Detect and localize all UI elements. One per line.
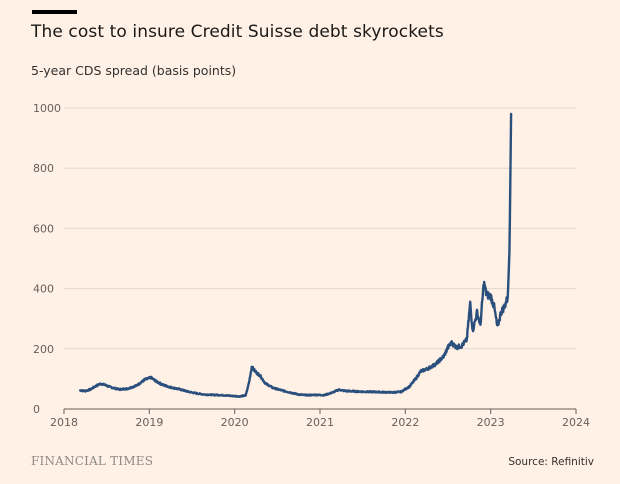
source-note: Source: Refinitiv (508, 456, 594, 468)
x-tick-label-2024: 2024 (562, 416, 590, 429)
x-tick-label-2022: 2022 (391, 416, 419, 429)
y-tick-label-600: 600 (33, 222, 54, 235)
x-tick-labels: 2018 2019 2020 2021 2022 2023 2024 (50, 416, 590, 429)
chart-subtitle: 5-year CDS spread (basis points) (31, 63, 237, 78)
chart-title: The cost to insure Credit Suisse debt sk… (31, 22, 444, 42)
x-tick-label-2023: 2023 (477, 416, 505, 429)
x-tick-label-2021: 2021 (306, 416, 334, 429)
y-tick-labels: 0 200 400 600 800 1000 (33, 102, 61, 416)
x-tick-label-2018: 2018 (50, 416, 78, 429)
series-line-0 (79, 112, 513, 398)
y-tick-label-400: 400 (33, 283, 54, 296)
x-tick-label-2019: 2019 (135, 416, 163, 429)
y-tick-label-200: 200 (33, 343, 54, 356)
y-tick-label-1000: 1000 (33, 102, 61, 115)
y-tick-label-0: 0 (33, 403, 40, 416)
y-tick-label-800: 800 (33, 162, 54, 175)
series-layer (79, 112, 513, 398)
brand-logo: FINANCIAL TIMES (31, 454, 154, 468)
x-tick-label-2020: 2020 (221, 416, 249, 429)
title-rule (32, 10, 77, 14)
gridlines (64, 107, 576, 350)
x-axis (63, 408, 577, 414)
